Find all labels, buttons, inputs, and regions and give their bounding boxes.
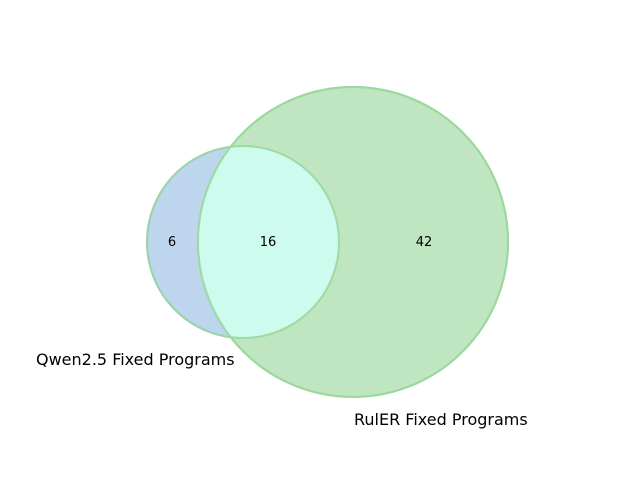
- count-only-ruler: 42: [416, 235, 433, 250]
- set-outline-ruler: [197, 86, 509, 398]
- set-label-ruler: RulER Fixed Programs: [354, 410, 528, 429]
- set-label-qwen: Qwen2.5 Fixed Programs: [36, 350, 235, 369]
- set-outline-qwen: [146, 145, 340, 339]
- count-only-qwen: 6: [168, 235, 176, 250]
- intersection-region: [198, 146, 339, 338]
- count-intersection: 16: [260, 235, 277, 250]
